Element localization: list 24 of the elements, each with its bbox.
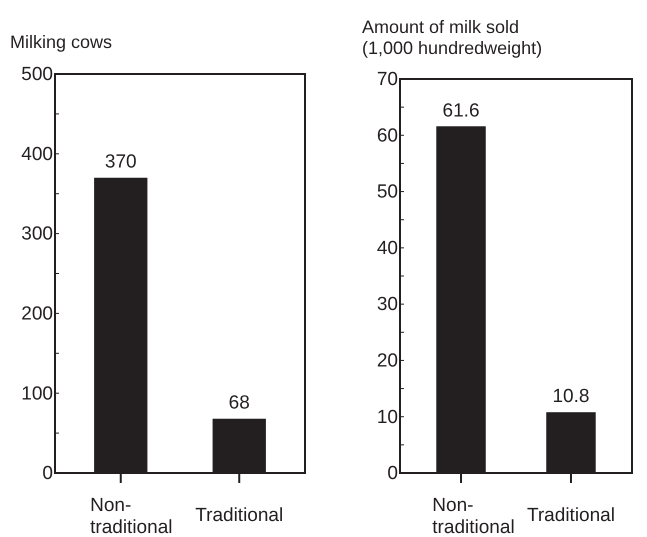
y-tick-label: 70 xyxy=(376,69,398,90)
y-tick-label: 400 xyxy=(21,144,53,165)
y-tick-label: 10 xyxy=(376,406,398,428)
y-tick-label: 30 xyxy=(376,294,398,316)
data-label: 61.6 xyxy=(442,100,480,122)
y-tick-label: 50 xyxy=(376,182,398,203)
y-tick-label: 0 xyxy=(42,463,53,484)
y-tick-label: 200 xyxy=(21,303,53,324)
y-axis-title: Milking cows xyxy=(10,32,112,52)
y-tick-label: 500 xyxy=(21,64,53,86)
data-label: 370 xyxy=(104,152,137,173)
x-tick-label: Non-traditional xyxy=(432,495,515,537)
y-tick-label: 40 xyxy=(376,238,398,259)
y-axis-title: Amount of milk sold (1,000 hundredweight) xyxy=(362,17,542,58)
y-tick-label: 100 xyxy=(21,383,53,404)
y-tick-label: 0 xyxy=(387,463,398,484)
data-label: 68 xyxy=(228,392,250,414)
y-tick-label: 60 xyxy=(376,125,398,146)
data-label: 10.8 xyxy=(552,386,590,408)
x-tick-label: Traditional xyxy=(526,505,615,526)
x-tick-label: Non-traditional xyxy=(90,495,172,537)
y-tick-label: 300 xyxy=(21,224,53,245)
x-tick-label: Traditional xyxy=(195,505,284,526)
y-tick-label: 20 xyxy=(376,350,398,372)
